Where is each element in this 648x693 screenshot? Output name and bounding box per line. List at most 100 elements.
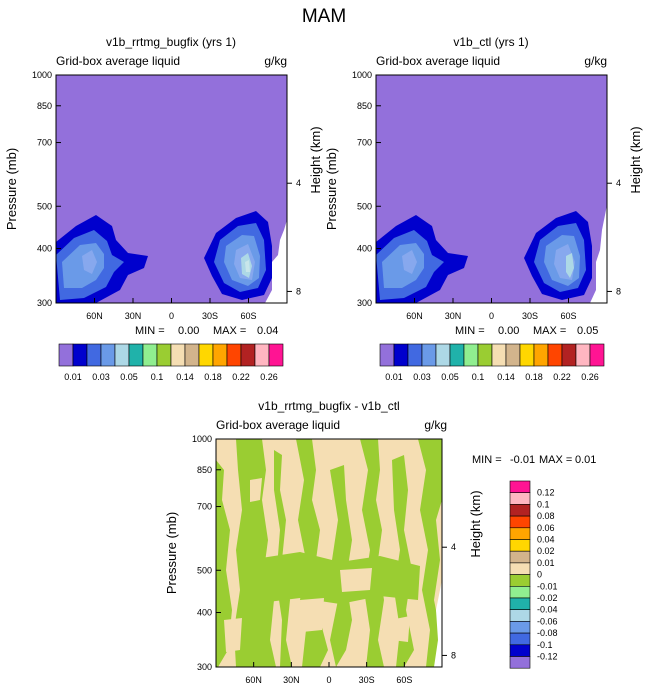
- colorbar-label: -0.12: [537, 652, 558, 662]
- colorbar-swatch: [509, 515, 531, 529]
- contour-fill-zero-patch: [250, 478, 262, 502]
- colorbar-swatch: [509, 621, 531, 634]
- y-tick-label: 300: [357, 298, 372, 308]
- colorbar-swatch: [589, 343, 605, 367]
- colorbar-label: -0.04: [537, 605, 558, 615]
- contour-fill-level-6: [245, 260, 250, 272]
- colorbar-swatch: [212, 343, 228, 367]
- colorbar-label: 0.1: [151, 372, 164, 382]
- contour-fill-zero-patch: [390, 616, 410, 642]
- panel-rrtmg-bugfix: v1b_rrtmg_bugfix (yrs 1) Grid-box averag…: [4, 35, 323, 382]
- max-label: MAX =: [533, 325, 566, 337]
- colorbar-top-left: 0.01 0.03 0.05 0.1 0.14 0.18 0.22 0.26: [58, 343, 284, 382]
- panel-difference: v1b_rrtmg_bugfix - v1b_ctl Grid-box aver…: [164, 399, 596, 685]
- x-tick-label: 0: [489, 311, 494, 321]
- colorbar-label: 0.08: [537, 511, 555, 521]
- y-tick-label: 500: [37, 201, 52, 211]
- min-value: 0.00: [178, 325, 199, 337]
- colorbar-swatch: [533, 343, 549, 367]
- colorbar-label: 0.14: [176, 372, 194, 382]
- colorbar-swatch: [379, 343, 395, 367]
- colorbar-swatch: [509, 527, 531, 540]
- field-label: Grid-box average liquid: [216, 418, 340, 432]
- colorbar-label: 0.01: [385, 372, 403, 382]
- max-value: 0.05: [577, 325, 598, 337]
- x-tick-label: 60N: [86, 311, 103, 321]
- colorbar-swatch: [449, 343, 465, 367]
- x-tick-label: 0: [169, 311, 174, 321]
- min-value: 0.00: [498, 325, 519, 337]
- colorbar-label: -0.06: [537, 616, 558, 626]
- panel-ctl: v1b_ctl (yrs 1) Grid-box average liquid …: [324, 35, 643, 382]
- y-axis-right-label: Height (km): [628, 126, 643, 193]
- contour-field: [216, 439, 442, 667]
- x-tick-label: 60N: [245, 675, 262, 685]
- colorbar-swatch: [463, 343, 479, 367]
- y-tick-label: 400: [37, 244, 52, 254]
- x-tick-label: 60N: [406, 311, 423, 321]
- y-tick-label: 500: [357, 201, 372, 211]
- height-tick-label: 8: [451, 650, 456, 660]
- y-axis-label: Pressure (mb): [324, 148, 339, 230]
- colorbar-swatch: [491, 343, 507, 367]
- height-tick-label: 8: [296, 286, 301, 296]
- colorbar-swatch: [100, 343, 116, 367]
- x-tick-label: 0: [326, 675, 331, 685]
- colorbar-swatch: [240, 343, 256, 367]
- colorbar-label: 0.1: [537, 499, 550, 509]
- x-ticks: 60N 30N 0 30S 60S: [245, 662, 412, 685]
- units-label: g/kg: [584, 54, 607, 68]
- colorbar-label: 0.03: [413, 372, 431, 382]
- colorbar-swatch: [477, 343, 493, 367]
- colorbar-swatch: [435, 343, 451, 367]
- colorbar-swatch: [509, 644, 531, 657]
- contour-field: [56, 75, 287, 303]
- colorbar-swatch: [509, 504, 531, 517]
- x-tick-label: 60S: [396, 675, 412, 685]
- y-tick-label: 850: [197, 465, 212, 475]
- colorbar-label: -0.02: [537, 593, 558, 603]
- height-ticks: 84: [442, 542, 456, 660]
- height-tick-label: 8: [616, 286, 621, 296]
- colorbar-label: -0.01: [537, 581, 558, 591]
- x-tick-label: 60S: [560, 311, 576, 321]
- missing-data-region: [434, 580, 442, 667]
- colorbar-swatch: [547, 343, 563, 367]
- colorbar-swatch: [421, 343, 437, 367]
- colorbar-label: 0.04: [537, 535, 555, 545]
- colorbar-swatch: [509, 492, 531, 505]
- contour-fill-neg: [392, 455, 414, 667]
- colorbar-swatch: [509, 562, 531, 575]
- contour-fill-level-4: [402, 250, 417, 274]
- max-label: MAX =: [213, 325, 246, 337]
- contour-fill-zero-patch: [224, 618, 242, 652]
- colorbar-swatch: [575, 343, 591, 367]
- colorbar-difference: 0.120.1 0.08 0.06 0.040.02 0.01 0-0.01 -0.02 -0…: [509, 480, 558, 669]
- x-tick-label: 60S: [240, 311, 256, 321]
- colorbar-label: 0.22: [553, 372, 571, 382]
- colorbar-swatch: [509, 550, 531, 564]
- colorbar-swatch: [156, 343, 172, 367]
- height-tick-label: 4: [296, 178, 301, 188]
- height-tick-label: 4: [616, 178, 621, 188]
- colorbar-label: 0.22: [232, 372, 250, 382]
- y-tick-label: 1000: [352, 70, 372, 80]
- field-label: Grid-box average liquid: [56, 54, 180, 68]
- colorbar-swatch: [509, 597, 531, 610]
- page-title: MAM: [302, 6, 346, 27]
- colorbar-swatch: [128, 343, 144, 367]
- y-tick-label: 850: [37, 101, 52, 111]
- colorbar-swatch: [509, 632, 531, 646]
- x-tick-label: 30N: [125, 311, 142, 321]
- colorbar-swatch: [407, 343, 423, 367]
- colorbar-swatch: [519, 343, 535, 367]
- x-tick-label: 30S: [359, 675, 375, 685]
- colorbar-swatch: [72, 343, 88, 367]
- y-tick-label: 500: [197, 565, 212, 575]
- units-label: g/kg: [424, 418, 447, 432]
- panel-title: v1b_ctl (yrs 1): [453, 35, 528, 49]
- min-label: MIN =: [455, 325, 485, 337]
- contour-fill-neg: [234, 439, 276, 667]
- contour-fill-neg: [248, 552, 420, 604]
